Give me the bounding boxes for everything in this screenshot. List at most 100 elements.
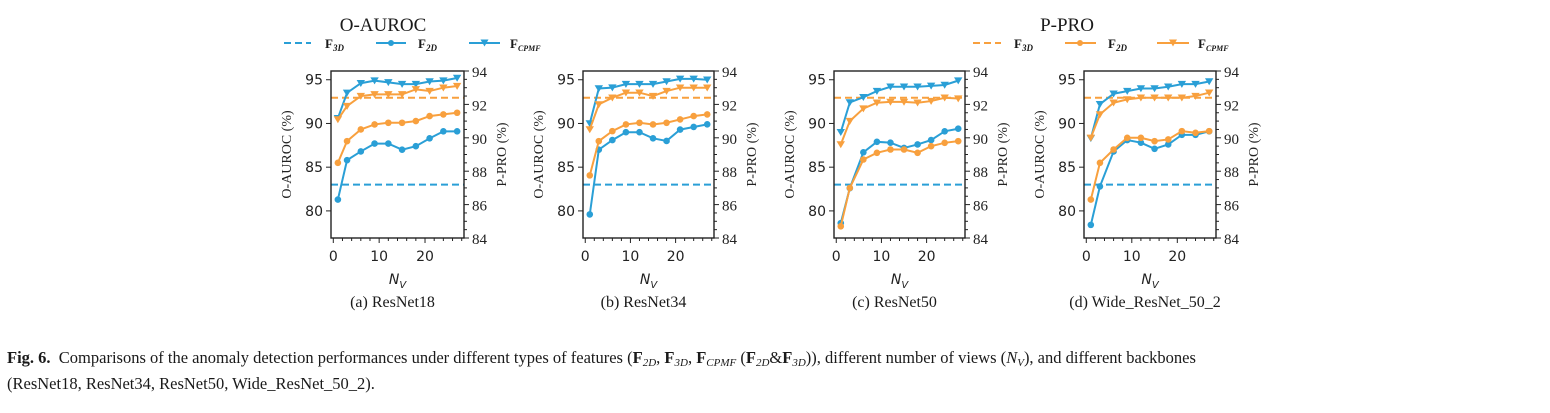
data-point-o-auroc-f2d [663, 137, 670, 145]
data-point-p-pro-fcpmf [1109, 99, 1118, 107]
data-point-p-pro-fcpmf [836, 141, 845, 149]
data-point-o-auroc-f2d [1087, 221, 1095, 229]
data-point-o-auroc-fcpmf [397, 80, 407, 88]
y2-tick-label: 90 [722, 132, 737, 148]
data-point-o-auroc-fcpmf [1109, 90, 1118, 98]
data-point-p-pro-f2d [837, 223, 845, 230]
x-tick-label: 20 [416, 249, 434, 265]
data-point-o-auroc-fcpmf [425, 78, 434, 86]
data-point-o-auroc-f2d [1096, 183, 1104, 190]
data-point-o-auroc-fcpmf [689, 75, 698, 83]
data-point-o-auroc-fcpmf [411, 80, 421, 88]
caption-text: Comparisons of the anomaly detection per… [58, 348, 633, 367]
series-line-o-auroc-f2d [839, 127, 959, 224]
data-point-o-auroc-f2d [636, 128, 643, 136]
data-point-o-auroc-f2d [453, 128, 461, 135]
caption-symbol: F [664, 348, 675, 367]
data-point-p-pro-fcpmf [845, 117, 855, 125]
subplot-1: 0 10 20 NV 80 85 90 95 84 86 88 90 92 94 O-AUROC (%) P-… [280, 65, 510, 311]
y-tick-label: 85 [808, 160, 826, 176]
data-point-p-pro-fcpmf [1150, 94, 1159, 102]
data-point-p-pro-fcpmf [1123, 96, 1132, 104]
data-point-o-auroc-f2d [371, 140, 378, 147]
data-point-p-pro-f2d [398, 119, 406, 127]
y2-tick-label: 92 [472, 98, 487, 114]
data-point-o-auroc-fcpmf [899, 83, 909, 91]
data-point-p-pro-fcpmf [411, 86, 421, 94]
y2-tick-label: 90 [973, 132, 988, 148]
data-point-p-pro-f2d [1178, 127, 1186, 135]
data-point-o-auroc-f2d [609, 136, 616, 144]
series-line-p-pro-f2d [336, 111, 458, 164]
caption-text: ), and different backbones [1023, 348, 1196, 367]
data-point-p-pro-fcpmf [1164, 94, 1173, 102]
data-point-o-auroc-f2d [412, 142, 420, 150]
data-point-o-auroc-f2d [873, 138, 881, 146]
data-point-o-auroc-fcpmf [886, 83, 895, 91]
data-point-o-auroc-fcpmf [1095, 101, 1105, 109]
legend-o-auroc: O-AUROC F3D F2D FCPMF [284, 15, 541, 53]
data-point-p-pro-f2d [1137, 134, 1145, 142]
data-point-p-pro-f2d [609, 127, 616, 135]
data-point-p-pro-f2d [371, 121, 378, 128]
data-point-p-pro-f2d [357, 126, 365, 133]
legend-title-p-pro: P-PRO [1040, 15, 1094, 36]
y2-axis-label: P-PRO (%) [745, 122, 760, 187]
y-tick-label: 90 [305, 116, 323, 132]
data-point-p-pro-fcpmf [635, 89, 644, 97]
y-axis-label: O-AUROC (%) [280, 110, 295, 199]
data-point-p-pro-fcpmf [1086, 134, 1096, 142]
x-axis-label: NV [389, 272, 407, 291]
x-tick-label: 20 [667, 249, 685, 265]
data-point-p-pro-f2d [649, 121, 657, 128]
data-point-o-auroc-fcpmf [703, 76, 712, 84]
data-point-o-auroc-f2d [343, 156, 351, 164]
data-point-o-auroc-fcpmf [913, 83, 922, 91]
y2-tick-label: 88 [722, 165, 737, 181]
legend-label-p-pro-f2d: F2D [1108, 36, 1127, 53]
data-point-o-auroc-f2d [357, 148, 365, 155]
y2-tick-label: 84 [973, 232, 989, 248]
data-point-p-pro-f2d [860, 156, 867, 163]
data-point-o-auroc-f2d [1137, 139, 1145, 146]
data-point-p-pro-f2d [1087, 196, 1095, 203]
data-point-p-pro-f2d [1164, 136, 1172, 143]
series-line-p-pro-fcpmf [1089, 91, 1210, 139]
caption-subscript: V [1017, 357, 1024, 369]
data-point-o-auroc-fcpmf [662, 78, 671, 86]
y2-tick-label: 92 [722, 98, 737, 114]
data-point-p-pro-fcpmf [940, 94, 949, 102]
data-point-p-pro-fcpmf [439, 84, 448, 92]
y2-tick-label: 94 [722, 65, 738, 81]
y-tick-label: 95 [1058, 73, 1076, 89]
y2-tick-label: 92 [1224, 98, 1239, 114]
caption-symbol: F [745, 348, 756, 367]
subplot-caption: (c) ResNet50 [852, 294, 937, 311]
x-tick-label: 0 [329, 249, 338, 265]
data-point-p-pro-fcpmf [356, 92, 366, 100]
data-point-p-pro-fcpmf [452, 82, 462, 90]
x-axis-label: NV [640, 272, 658, 291]
data-point-o-auroc-f2d [426, 135, 433, 142]
caption-sep: , [656, 348, 665, 367]
data-point-o-auroc-fcpmf [648, 80, 658, 88]
y-tick-label: 80 [808, 204, 826, 220]
data-point-p-pro-f2d [595, 137, 603, 145]
data-point-p-pro-f2d [676, 116, 684, 123]
subplots: 0 10 20 NV 80 85 90 95 84 86 88 90 92 94 O-AUROC (%) P-… [280, 65, 1262, 311]
data-point-p-pro-f2d [586, 172, 594, 179]
data-point-p-pro-f2d [440, 111, 447, 118]
data-point-p-pro-fcpmf [370, 91, 379, 99]
data-point-p-pro-fcpmf [585, 126, 594, 134]
y-axis-label: O-AUROC (%) [532, 110, 547, 199]
data-point-o-auroc-f2d [703, 121, 711, 128]
data-point-p-pro-fcpmf [1191, 92, 1200, 100]
y2-tick-label: 90 [1224, 132, 1239, 148]
caption-subscript: 2D [642, 357, 657, 369]
caption-symbol: F [632, 348, 643, 367]
data-point-o-auroc-f2d [676, 126, 684, 133]
figure-caption: Fig. 6. Comparisons of the anomaly detec… [7, 345, 1547, 397]
series-line-p-pro-f2d [1089, 130, 1210, 200]
figure: O-AUROC F3D F2D FCPMF P-PRO F3D F2D FCPM… [280, 15, 1262, 311]
data-point-p-pro-fcpmf [621, 89, 631, 97]
